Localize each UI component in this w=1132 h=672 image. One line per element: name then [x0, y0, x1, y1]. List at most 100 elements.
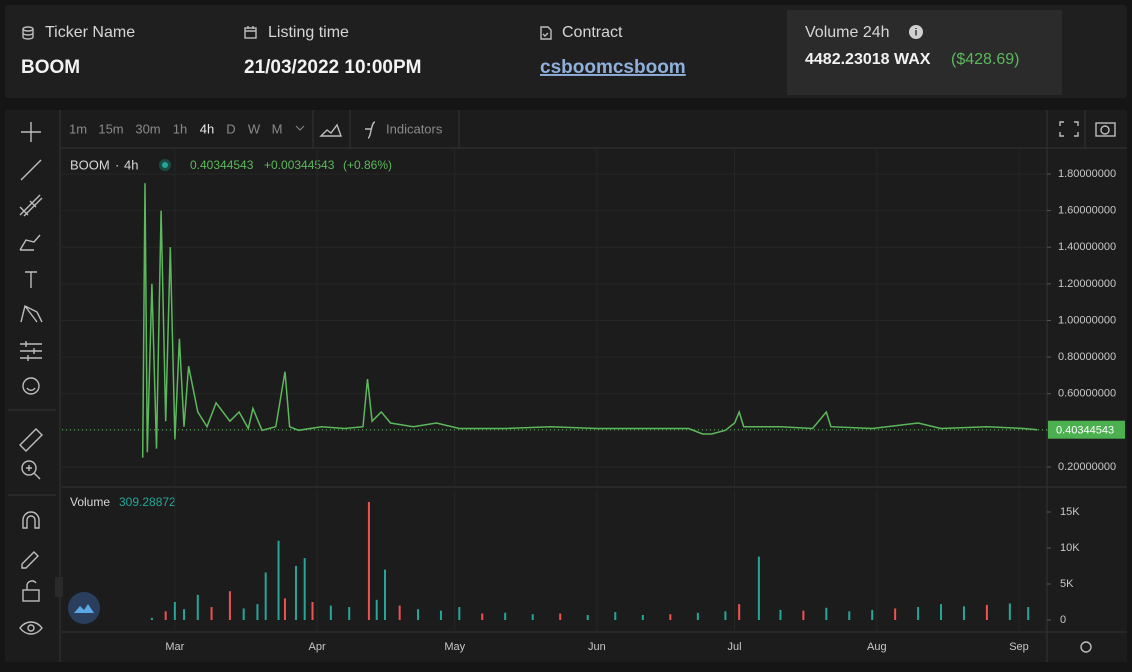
volume-bar [504, 612, 507, 620]
volume-bar [329, 605, 332, 620]
y-tick-label: 1.20000000 [1058, 278, 1116, 290]
volume-bar [398, 605, 401, 620]
y-tick-label: 0.20000000 [1058, 461, 1116, 473]
interval-button[interactable]: 4h [200, 121, 214, 136]
interval-button[interactable]: 15m [98, 121, 123, 136]
price-change: +0.00344543 [264, 158, 335, 172]
y-tick-label: 5K [1060, 578, 1074, 590]
symbol: BOOM [70, 157, 110, 172]
interval-button[interactable]: 1m [69, 121, 87, 136]
info-glyph: i [915, 28, 918, 39]
volume-bar [940, 604, 943, 620]
volume-bar [614, 612, 617, 620]
price-change-pct: (+0.86%) [343, 158, 392, 172]
x-tick-label: Aug [867, 641, 887, 653]
volume-bar [348, 607, 351, 620]
volume-bar [559, 613, 562, 620]
ticker-label: Ticker Name [45, 24, 135, 41]
volume-label: Volume 24h [805, 24, 890, 41]
separator: · [115, 157, 119, 172]
interval-button[interactable]: 30m [135, 121, 160, 136]
calendar-icon [244, 26, 257, 39]
volume-bar [825, 607, 828, 620]
last-price-badge [1048, 420, 1125, 439]
volume-bar [256, 604, 259, 620]
volume-bar [586, 614, 589, 620]
price-line [141, 183, 1038, 458]
volume-bar [150, 617, 153, 620]
volume-bar [228, 591, 231, 620]
interval-button[interactable]: D [226, 121, 235, 136]
last-price: 0.40344543 [190, 158, 254, 172]
logo-glyph [74, 604, 94, 613]
db-icon [22, 26, 34, 40]
interval-button[interactable]: W [248, 121, 261, 136]
volume-bar [724, 611, 727, 620]
x-tick-label: Sep [1009, 641, 1029, 653]
info-icon[interactable] [909, 25, 923, 39]
volume-bar [283, 598, 286, 620]
volume-box [787, 10, 1062, 95]
interval-button[interactable]: 1h [173, 121, 187, 136]
listing-label: Listing time [268, 24, 349, 41]
volume-bar [738, 604, 741, 620]
y-tick-label: 0.80000000 [1058, 351, 1116, 363]
volume-bar [375, 599, 378, 620]
volume-bar [277, 540, 280, 620]
interval-button[interactable]: M [272, 121, 283, 136]
volume-value: 4482.23018 WAX [805, 51, 931, 68]
y-tick-label: 1.40000000 [1058, 241, 1116, 253]
status-dot [162, 162, 168, 168]
volume-bar [242, 608, 245, 620]
volume-bar [383, 569, 386, 620]
volume-bar [311, 601, 314, 620]
volume-bar [894, 608, 897, 620]
doc-icon [540, 26, 552, 40]
x-tick-label: Jun [588, 641, 606, 653]
volume-bar [417, 609, 420, 620]
y-tick-label: 0.60000000 [1058, 388, 1116, 400]
volume-bar [164, 611, 167, 620]
volume-bar [210, 607, 213, 620]
listing-time: 21/03/2022 10:00PM [244, 57, 421, 78]
drawing-tools[interactable] [19, 122, 43, 635]
y-tick-label: 15K [1060, 506, 1080, 518]
contract-link[interactable]: csboomcsboom [540, 57, 686, 78]
logo[interactable] [68, 592, 100, 624]
x-tick-label: Jul [728, 641, 742, 653]
y-tick-label: 1.00000000 [1058, 314, 1116, 326]
volume-bar [962, 606, 965, 620]
volume-bar [848, 611, 851, 620]
x-tick-label: May [444, 641, 465, 653]
volume-bar [183, 609, 186, 620]
volume-bar [439, 610, 442, 620]
indicators-button[interactable]: Indicators [386, 121, 443, 136]
ticker: BOOM [21, 57, 80, 78]
volume-bar [871, 609, 874, 620]
volume-bar [303, 558, 306, 620]
volume-bar [696, 612, 699, 620]
volume-bar [294, 566, 297, 620]
volume-bar [458, 607, 461, 620]
interval: 4h [124, 157, 138, 172]
volume-bar [917, 607, 920, 620]
volume-bar [802, 610, 805, 620]
volume-bar [173, 601, 176, 620]
top-tools[interactable] [319, 121, 1116, 653]
volume-bar [264, 572, 267, 620]
volume-bar [779, 609, 782, 620]
volume-legend-value: 309.28872 [119, 495, 176, 509]
volume-bar [985, 604, 988, 620]
dropdown[interactable] [295, 125, 305, 131]
volume-title: Volume [70, 495, 110, 509]
volume-usd: ($428.69) [951, 51, 1020, 68]
volume-bar [367, 501, 370, 620]
volume-bar [1008, 603, 1011, 620]
volume-bar [757, 556, 760, 620]
volume-bar [669, 614, 672, 620]
volume-bar [1027, 607, 1030, 620]
y-tick-label: 1.60000000 [1058, 205, 1116, 217]
collapse-button[interactable] [55, 577, 63, 597]
volume-bar [531, 614, 534, 620]
